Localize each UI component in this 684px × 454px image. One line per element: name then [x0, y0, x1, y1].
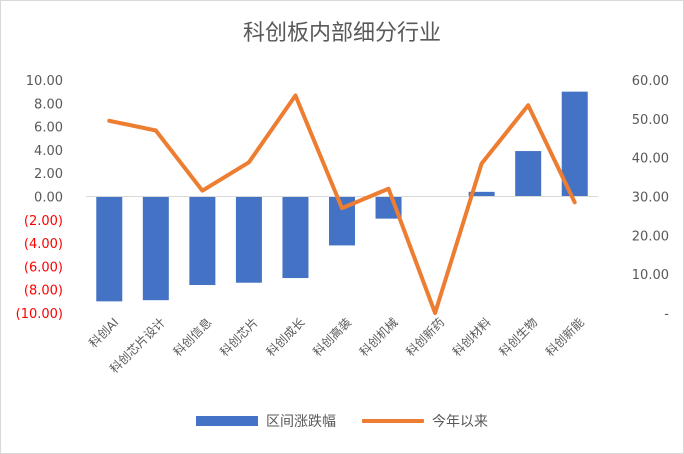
right-tick-label: -	[664, 307, 669, 322]
left-tick-label: (4.00)	[24, 237, 63, 252]
bar-series	[96, 91, 588, 302]
bar-1[interactable]	[142, 196, 169, 301]
category-label: 科创机械	[356, 315, 401, 360]
category-label: 科创新能	[542, 315, 587, 360]
legend-item-bar[interactable]: 区间涨跌幅	[196, 411, 336, 431]
category-label: 科创高装	[310, 315, 355, 360]
right-axis-ticks: 60.00 50.00 40.00 30.00 20.00 10.00 -	[632, 74, 670, 322]
bar-8[interactable]	[468, 191, 495, 197]
bar-0[interactable]	[96, 196, 123, 302]
category-label: 科创新药	[403, 315, 448, 360]
bar-3[interactable]	[235, 196, 262, 283]
bar-4[interactable]	[282, 196, 309, 279]
left-tick-label: 4.00	[34, 144, 63, 159]
line-path[interactable]	[107, 93, 577, 315]
category-label: 科创生物	[496, 315, 540, 359]
left-axis-ticks: 10.00 8.00 6.00 4.00 2.00 0.00 (2.00) (4.00) (6.…	[16, 74, 63, 322]
left-tick-label: 10.00	[26, 74, 63, 89]
right-tick-label: 10.00	[632, 268, 669, 283]
left-tick-label: 0.00	[34, 191, 63, 206]
legend: 区间涨跌幅 今年以来	[1, 411, 683, 431]
right-tick-label: 50.00	[632, 113, 669, 128]
legend-bar-label: 区间涨跌幅	[266, 414, 336, 430]
category-label: 科创芯片	[217, 315, 261, 359]
legend-item-line[interactable]: 今年以来	[362, 411, 488, 431]
legend-bar-swatch	[196, 416, 258, 426]
right-tick-label: 20.00	[632, 229, 669, 244]
bar-2[interactable]	[189, 196, 216, 286]
left-tick-label: 6.00	[34, 121, 63, 136]
left-tick-label: (6.00)	[24, 260, 63, 275]
category-label: 科创AI	[86, 315, 121, 350]
left-tick-label: (2.00)	[24, 214, 63, 229]
left-tick-label: 2.00	[34, 167, 63, 182]
bar-10[interactable]	[561, 91, 588, 197]
right-tick-label: 40.00	[632, 152, 669, 167]
bar-9[interactable]	[515, 151, 542, 197]
left-tick-label: 8.00	[34, 97, 63, 112]
legend-line-swatch	[362, 419, 424, 423]
legend-line-label: 今年以来	[432, 414, 488, 430]
chart-title: 科创板内部细分行业	[242, 21, 441, 46]
category-label: 科创成长	[264, 315, 308, 359]
left-tick-label: (10.00)	[16, 307, 63, 322]
right-tick-label: 60.00	[632, 74, 669, 89]
category-label: 科创材料	[450, 315, 494, 359]
line-series	[107, 93, 577, 315]
right-tick-label: 30.00	[632, 191, 669, 206]
category-label: 科创信息	[170, 315, 215, 360]
left-tick-label: (8.00)	[24, 284, 63, 299]
